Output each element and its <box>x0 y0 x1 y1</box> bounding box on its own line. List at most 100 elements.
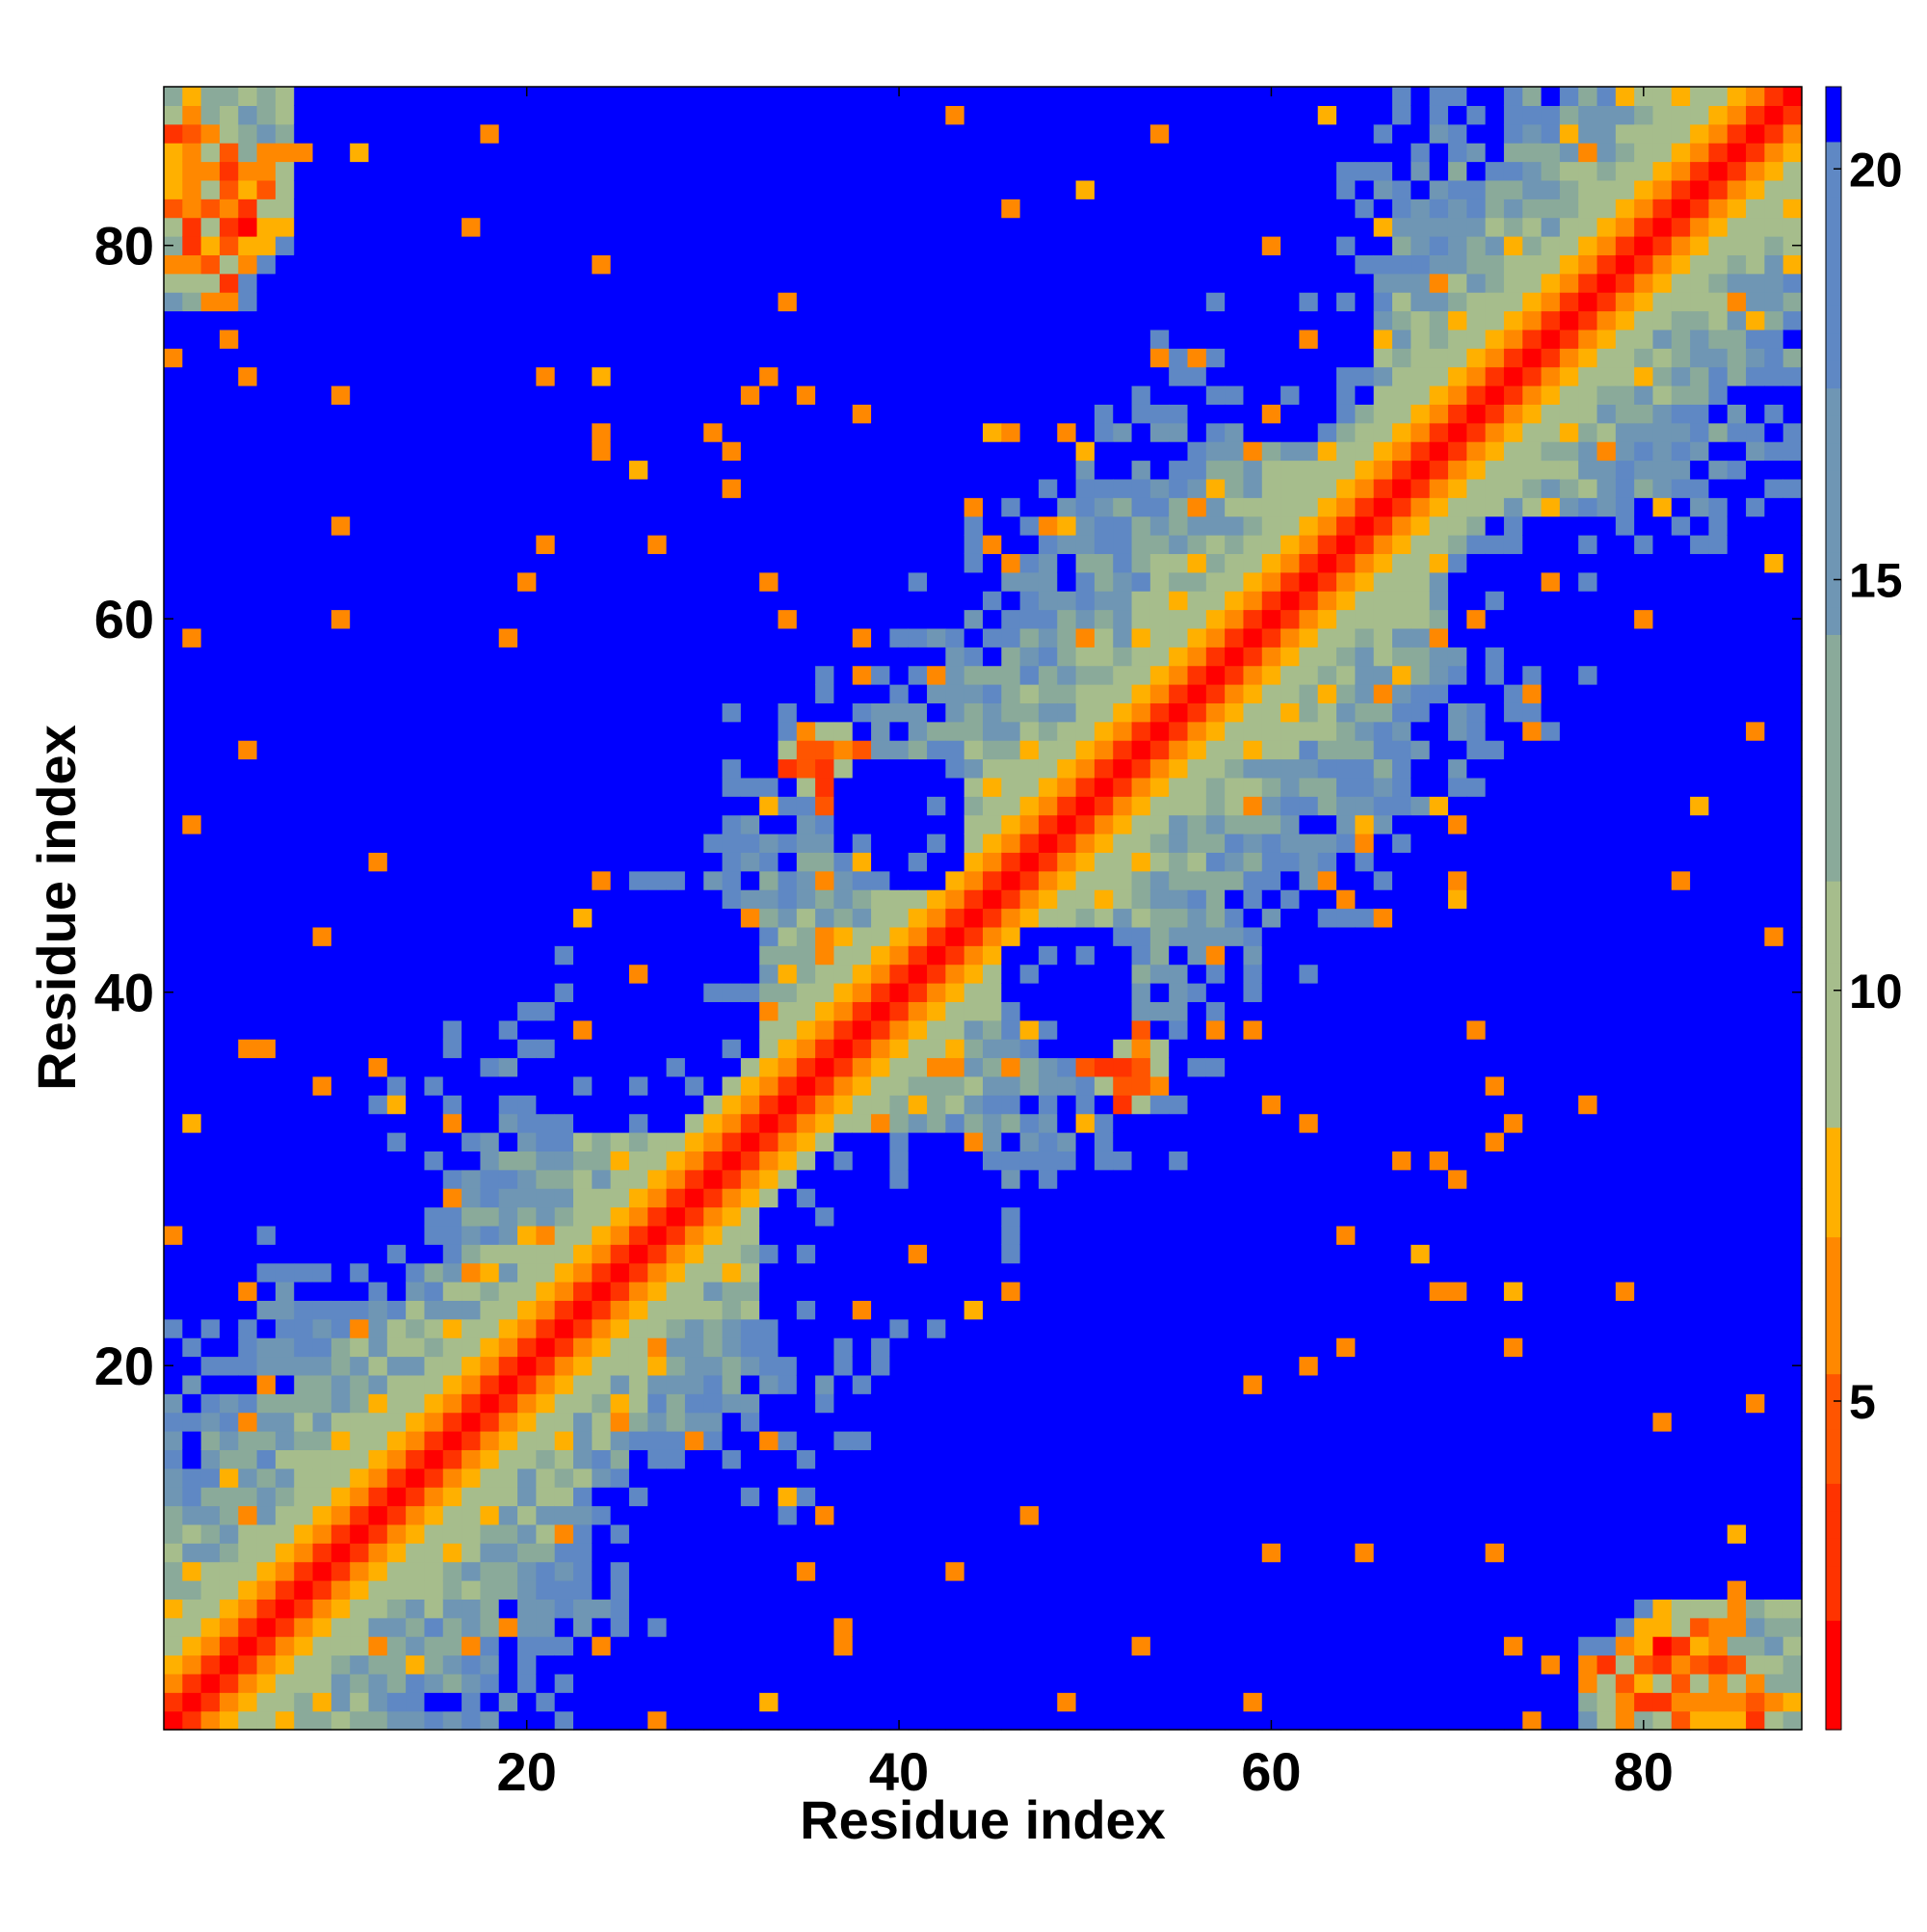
heatmap-cell <box>740 627 760 648</box>
heatmap-cell <box>1113 1412 1133 1432</box>
heatmap-cell <box>368 1188 388 1208</box>
heatmap-cell <box>1057 1188 1077 1208</box>
heatmap-cell <box>684 441 704 462</box>
heatmap-cell <box>200 1337 221 1358</box>
heatmap-cell <box>684 236 704 255</box>
heatmap-cell <box>871 1580 891 1600</box>
heatmap-cell <box>573 1282 593 1301</box>
heatmap-cell <box>350 777 370 797</box>
heatmap-cell <box>1169 740 1189 760</box>
heatmap-cell <box>1187 1113 1207 1133</box>
heatmap-cell <box>386 814 407 834</box>
heatmap-cell <box>350 1095 370 1115</box>
heatmap-cell <box>1094 1487 1114 1507</box>
heatmap-cell <box>703 852 724 872</box>
heatmap-cell <box>759 1356 779 1376</box>
heatmap-cell <box>833 721 854 741</box>
heatmap-cell <box>480 217 500 237</box>
heatmap-cell <box>350 1561 370 1581</box>
heatmap-cell <box>964 870 984 890</box>
heatmap-cell <box>778 217 798 237</box>
heatmap-cell <box>517 198 537 219</box>
heatmap-cell <box>666 889 686 910</box>
heatmap-cell <box>1131 777 1151 797</box>
heatmap-cell <box>368 516 388 536</box>
heatmap-cell <box>796 1374 816 1394</box>
heatmap-cell <box>1169 665 1189 685</box>
heatmap-cell <box>330 1412 351 1432</box>
heatmap-cell <box>1113 1244 1133 1264</box>
heatmap-cell <box>442 1075 462 1096</box>
heatmap-cell <box>517 721 537 741</box>
heatmap-cell <box>628 1001 648 1021</box>
heatmap-cell <box>628 441 648 462</box>
heatmap-cell <box>536 1561 556 1581</box>
heatmap-cell <box>983 1095 1002 1115</box>
heatmap-cell <box>684 1356 704 1376</box>
heatmap-cell <box>554 366 574 386</box>
heatmap-cell <box>666 292 686 312</box>
heatmap-cell <box>964 1132 984 1151</box>
heatmap-cell <box>945 1710 965 1731</box>
heatmap-cell <box>480 1468 500 1488</box>
heatmap-cell <box>796 441 816 462</box>
heatmap-cell <box>1113 1337 1133 1358</box>
heatmap-cell <box>592 1599 612 1619</box>
heatmap-cell <box>573 1318 593 1338</box>
heatmap-cell <box>536 1300 556 1320</box>
heatmap-cell <box>852 945 872 966</box>
heatmap-cell <box>1149 404 1170 424</box>
heatmap-cell <box>1113 422 1133 442</box>
heatmap-cell <box>312 478 332 498</box>
heatmap-cell <box>554 1206 574 1227</box>
heatmap-cell <box>406 441 426 462</box>
heatmap-cell <box>330 1225 351 1245</box>
heatmap-cell <box>554 1636 574 1656</box>
heatmap-cell <box>889 385 910 405</box>
heatmap-cell <box>1187 422 1207 442</box>
heatmap-cell <box>294 1113 314 1133</box>
heatmap-cell <box>442 87 462 106</box>
heatmap-cell <box>1149 665 1170 685</box>
heatmap-cell <box>815 1449 835 1469</box>
heatmap-cell <box>666 1599 686 1619</box>
heatmap-cell <box>498 1468 518 1488</box>
heatmap-cell <box>983 123 1002 144</box>
heatmap-cell <box>1113 1449 1133 1469</box>
heatmap-cell <box>386 1692 407 1712</box>
heatmap-cell <box>330 852 351 872</box>
heatmap-cell <box>628 814 648 834</box>
heatmap-cell <box>1075 814 1095 834</box>
heatmap-cell <box>945 1039 965 1059</box>
heatmap-cell <box>1057 609 1077 629</box>
heatmap-cell <box>1169 535 1189 554</box>
heatmap-cell <box>517 1039 537 1059</box>
heatmap-cell <box>350 591 370 611</box>
heatmap-cell <box>1001 310 1021 331</box>
heatmap-cell <box>1057 1543 1077 1563</box>
heatmap-cell <box>796 1225 816 1245</box>
heatmap-cell <box>386 87 407 106</box>
heatmap-cell <box>1001 1617 1021 1637</box>
heatmap-cell <box>703 1019 724 1040</box>
heatmap-cell <box>666 217 686 237</box>
heatmap-cell <box>386 1543 407 1563</box>
heatmap-cell <box>945 1282 965 1301</box>
heatmap-cell <box>833 143 854 163</box>
heatmap-cell <box>182 1374 202 1394</box>
heatmap-cell <box>908 665 928 685</box>
heatmap-cell <box>778 404 798 424</box>
heatmap-cell <box>740 814 760 834</box>
heatmap-cell <box>927 1449 946 1469</box>
heatmap-cell <box>442 777 462 797</box>
heatmap-cell <box>1187 1654 1207 1675</box>
heatmap-cell <box>1094 1151 1114 1171</box>
heatmap-cell <box>517 908 537 928</box>
heatmap-cell <box>164 870 183 890</box>
heatmap-cell <box>312 684 332 703</box>
heatmap-cell <box>480 478 500 498</box>
heatmap-cell <box>406 310 426 331</box>
heatmap-cell <box>424 497 444 517</box>
heatmap-cell <box>1187 1356 1207 1376</box>
heatmap-cell <box>256 516 277 536</box>
